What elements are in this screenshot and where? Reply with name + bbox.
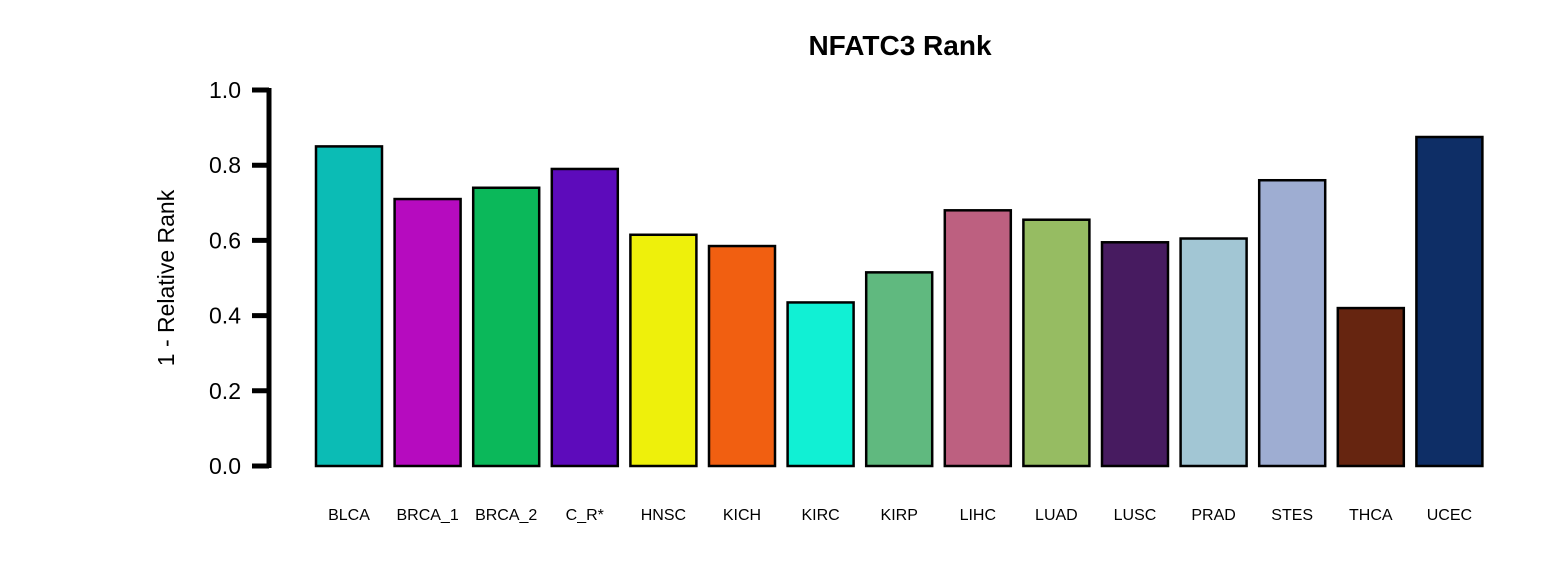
y-tick-label: 0.6 [209,227,241,253]
x-tick-label: THCA [1349,507,1393,524]
bar-lusc [1100,241,1170,468]
bar-brca-1 [393,197,462,468]
x-tick-label: LUSC [1114,507,1157,524]
bar-kich [707,244,777,468]
y-tick-label: 1.0 [209,77,241,103]
bar-thca [1336,306,1406,468]
x-tick-label: BLCA [328,507,370,524]
bar-hnsc [629,233,698,468]
x-tick-label: LUAD [1035,507,1078,524]
bar-kirc [786,301,855,468]
bar-lihc [943,209,1013,468]
x-tick-label: BRCA_2 [475,507,537,524]
x-tick-label: C_R* [566,507,604,524]
x-tick-label: UCEC [1427,507,1472,524]
x-tick-label: HNSC [641,507,686,524]
x-axis-labels: BLCA BRCA_1 BRCA_2 C_R* HNSC KICH KIRC KIRP LIHC… [328,507,1472,524]
bar-brca-2 [471,186,541,468]
x-tick-label: LIHC [960,507,996,524]
y-tick-label: 0.4 [209,303,241,329]
x-tick-label: KIRC [801,507,839,524]
bar-prad [1179,237,1248,468]
bar-kirp [864,271,934,468]
y-tick-label: 0.2 [209,378,241,404]
x-tick-label: BRCA_1 [396,507,458,524]
x-tick-label: PRAD [1191,507,1235,524]
bar-blca [314,145,384,468]
y-axis: 0.0 0.2 0.4 0.6 0.8 1.0 [209,77,272,479]
x-tick-label: KICH [723,507,761,524]
x-tick-label: KIRP [881,507,918,524]
chart-title: NFATC3 Rank [808,30,991,61]
bar-stes [1257,178,1327,468]
y-tick-label: 0.8 [209,152,241,178]
bar-c-r [550,167,620,468]
x-tick-label: STES [1271,507,1313,524]
y-axis-label: 1 - Relative Rank [153,189,179,366]
bar-luad [1022,218,1091,468]
bar-ucec [1415,135,1484,468]
bars [314,135,1484,468]
y-tick-label: 0.0 [209,453,241,479]
